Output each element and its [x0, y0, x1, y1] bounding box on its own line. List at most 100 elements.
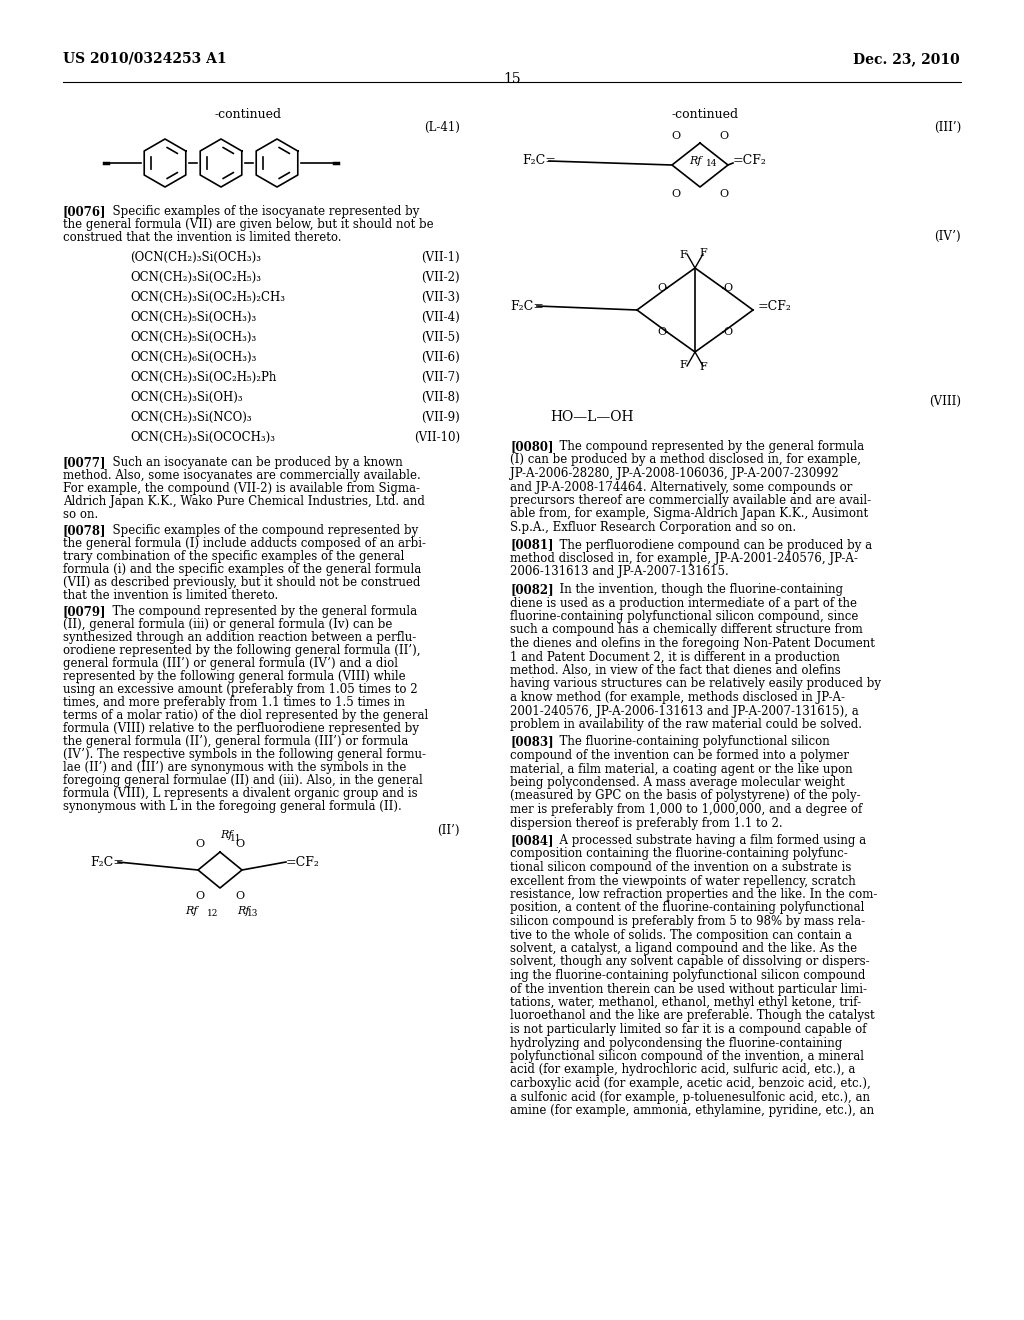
Text: F₂C=: F₂C=: [510, 300, 544, 313]
Text: F₂C=: F₂C=: [522, 154, 556, 168]
Text: acid (for example, hydrochloric acid, sulfuric acid, etc.), a: acid (for example, hydrochloric acid, su…: [510, 1064, 855, 1077]
Text: [0081]: [0081]: [510, 539, 554, 552]
Text: [0082]: [0082]: [510, 583, 554, 597]
Text: synthesized through an addition reaction between a perflu-: synthesized through an addition reaction…: [63, 631, 416, 644]
Text: (VII-9): (VII-9): [421, 411, 460, 424]
Text: (OCN(CH₂)₃Si(OCH₃)₃: (OCN(CH₂)₃Si(OCH₃)₃: [130, 251, 261, 264]
Text: OCN(CH₂)₃Si(OC₂H₅)₂Ph: OCN(CH₂)₃Si(OC₂H₅)₂Ph: [130, 371, 276, 384]
Text: O: O: [672, 189, 681, 199]
Text: orodiene represented by the following general formula (II’),: orodiene represented by the following ge…: [63, 644, 421, 657]
Text: precursors thereof are commercially available and are avail-: precursors thereof are commercially avai…: [510, 494, 871, 507]
Text: general formula (III’) or general formula (IV’) and a diol: general formula (III’) or general formul…: [63, 657, 398, 671]
Text: excellent from the viewpoints of water repellency, scratch: excellent from the viewpoints of water r…: [510, 874, 856, 887]
Text: resistance, low refraction properties and the like. In the com-: resistance, low refraction properties an…: [510, 888, 878, 902]
Text: O: O: [657, 327, 667, 337]
Text: method disclosed in, for example, JP-A-2001-240576, JP-A-: method disclosed in, for example, JP-A-2…: [510, 552, 858, 565]
Text: In the invention, though the fluorine-containing: In the invention, though the fluorine-co…: [552, 583, 843, 597]
Text: 11: 11: [230, 834, 242, 843]
Text: (II), general formula (iii) or general formula (Iv) can be: (II), general formula (iii) or general f…: [63, 618, 392, 631]
Text: Rf: Rf: [185, 906, 198, 916]
Text: (VII-6): (VII-6): [421, 351, 460, 364]
Text: (VIII): (VIII): [929, 395, 961, 408]
Text: (III’): (III’): [934, 121, 961, 135]
Text: The fluorine-containing polyfunctional silicon: The fluorine-containing polyfunctional s…: [552, 735, 829, 748]
Text: OCN(CH₂)₃Si(OH)₃: OCN(CH₂)₃Si(OH)₃: [130, 391, 243, 404]
Text: For example, the compound (VII-2) is available from Sigma-: For example, the compound (VII-2) is ava…: [63, 482, 420, 495]
Text: silicon compound is preferably from 5 to 98% by mass rela-: silicon compound is preferably from 5 to…: [510, 915, 865, 928]
Text: -continued: -continued: [214, 108, 282, 121]
Text: (L-41): (L-41): [424, 121, 460, 135]
Text: position, a content of the fluorine-containing polyfunctional: position, a content of the fluorine-cont…: [510, 902, 864, 915]
Text: O: O: [657, 282, 667, 293]
Text: tive to the whole of solids. The composition can contain a: tive to the whole of solids. The composi…: [510, 928, 852, 941]
Text: hydrolyzing and polycondensing the fluorine-containing: hydrolyzing and polycondensing the fluor…: [510, 1036, 843, 1049]
Text: the general formula (II’), general formula (III’) or formula: the general formula (II’), general formu…: [63, 735, 409, 748]
Text: tional silicon compound of the invention on a substrate is: tional silicon compound of the invention…: [510, 861, 851, 874]
Text: (IV’). The respective symbols in the following general formu-: (IV’). The respective symbols in the fol…: [63, 748, 426, 762]
Text: US 2010/0324253 A1: US 2010/0324253 A1: [63, 51, 226, 66]
Text: such a compound has a chemically different structure from: such a compound has a chemically differe…: [510, 623, 863, 636]
Text: F: F: [679, 360, 687, 370]
Text: a sulfonic acid (for example, p-toluenesulfonic acid, etc.), an: a sulfonic acid (for example, p-toluenes…: [510, 1090, 870, 1104]
Text: [0079]: [0079]: [63, 605, 106, 618]
Text: terms of a molar ratio) of the diol represented by the general: terms of a molar ratio) of the diol repr…: [63, 709, 428, 722]
Text: 15: 15: [503, 73, 521, 86]
Text: Dec. 23, 2010: Dec. 23, 2010: [853, 51, 961, 66]
Text: (VII-8): (VII-8): [421, 391, 460, 404]
Text: the dienes and olefins in the foregoing Non-Patent Document: the dienes and olefins in the foregoing …: [510, 638, 874, 649]
Text: foregoing general formulae (II) and (iii). Also, in the general: foregoing general formulae (II) and (iii…: [63, 774, 423, 787]
Text: construed that the invention is limited thereto.: construed that the invention is limited …: [63, 231, 341, 244]
Text: The compound represented by the general formula: The compound represented by the general …: [105, 605, 417, 618]
Text: amine (for example, ammonia, ethylamine, pyridine, etc.), an: amine (for example, ammonia, ethylamine,…: [510, 1104, 874, 1117]
Text: times, and more preferably from 1.1 times to 1.5 times in: times, and more preferably from 1.1 time…: [63, 696, 406, 709]
Text: 13: 13: [247, 909, 258, 917]
Text: Aldrich Japan K.K., Wako Pure Chemical Industries, Ltd. and: Aldrich Japan K.K., Wako Pure Chemical I…: [63, 495, 425, 508]
Text: HO—L—OH: HO—L—OH: [550, 411, 634, 424]
Text: [0078]: [0078]: [63, 524, 106, 537]
Text: material, a film material, a coating agent or the like upon: material, a film material, a coating age…: [510, 763, 853, 776]
Text: 12: 12: [207, 909, 218, 917]
Text: formula (VIII), L represents a divalent organic group and is: formula (VIII), L represents a divalent …: [63, 787, 418, 800]
Text: [0076]: [0076]: [63, 205, 106, 218]
Text: tations, water, methanol, ethanol, methyl ethyl ketone, trif-: tations, water, methanol, ethanol, methy…: [510, 997, 861, 1008]
Text: carboxylic acid (for example, acetic acid, benzoic acid, etc.),: carboxylic acid (for example, acetic aci…: [510, 1077, 870, 1090]
Text: trary combination of the specific examples of the general: trary combination of the specific exampl…: [63, 550, 404, 564]
Text: O: O: [723, 327, 732, 337]
Text: O: O: [236, 891, 245, 902]
Text: 2001-240576, JP-A-2006-131613 and JP-A-2007-131615), a: 2001-240576, JP-A-2006-131613 and JP-A-2…: [510, 705, 859, 718]
Text: composition containing the fluorine-containing polyfunc-: composition containing the fluorine-cont…: [510, 847, 848, 861]
Text: method. Also, some isocyanates are commercially available.: method. Also, some isocyanates are comme…: [63, 469, 421, 482]
Text: OCN(CH₂)₆Si(OCH₃)₃: OCN(CH₂)₆Si(OCH₃)₃: [130, 351, 256, 364]
Text: Rf: Rf: [689, 156, 701, 166]
Text: method. Also, in view of the fact that dienes and olefins: method. Also, in view of the fact that d…: [510, 664, 841, 677]
Text: fluorine-containing polyfunctional silicon compound, since: fluorine-containing polyfunctional silic…: [510, 610, 858, 623]
Text: OCN(CH₂)₅Si(OCH₃)₃: OCN(CH₂)₅Si(OCH₃)₃: [130, 312, 256, 323]
Text: 14: 14: [706, 160, 718, 169]
Text: solvent, a catalyst, a ligand compound and the like. As the: solvent, a catalyst, a ligand compound a…: [510, 942, 857, 954]
Text: [0080]: [0080]: [510, 440, 554, 453]
Text: O: O: [720, 131, 728, 141]
Text: Such an isocyanate can be produced by a known: Such an isocyanate can be produced by a …: [105, 455, 402, 469]
Text: mer is preferably from 1,000 to 1,000,000, and a degree of: mer is preferably from 1,000 to 1,000,00…: [510, 803, 862, 816]
Text: O: O: [236, 840, 245, 849]
Text: Rf: Rf: [237, 906, 250, 916]
Text: diene is used as a production intermediate of a part of the: diene is used as a production intermedia…: [510, 597, 857, 610]
Text: so on.: so on.: [63, 508, 98, 521]
Text: dispersion thereof is preferably from 1.1 to 2.: dispersion thereof is preferably from 1.…: [510, 817, 782, 829]
Text: (II’): (II’): [437, 824, 460, 837]
Text: lae (II’) and (III’) are synonymous with the symbols in the: lae (II’) and (III’) are synonymous with…: [63, 762, 407, 774]
Text: Specific examples of the compound represented by: Specific examples of the compound repres…: [105, 524, 418, 537]
Text: The compound represented by the general formula: The compound represented by the general …: [552, 440, 864, 453]
Text: F: F: [699, 248, 707, 257]
Text: (VII-1): (VII-1): [421, 251, 460, 264]
Text: (VII-2): (VII-2): [421, 271, 460, 284]
Text: O: O: [196, 891, 205, 902]
Text: able from, for example, Sigma-Aldrich Japan K.K., Ausimont: able from, for example, Sigma-Aldrich Ja…: [510, 507, 868, 520]
Text: (VII) as described previously, but it should not be construed: (VII) as described previously, but it sh…: [63, 576, 421, 589]
Text: (measured by GPC on the basis of polystyrene) of the poly-: (measured by GPC on the basis of polysty…: [510, 789, 860, 803]
Text: is not particularly limited so far it is a compound capable of: is not particularly limited so far it is…: [510, 1023, 866, 1036]
Text: and JP-A-2008-174464. Alternatively, some compounds or: and JP-A-2008-174464. Alternatively, som…: [510, 480, 852, 494]
Text: OCN(CH₂)₃Si(OC₂H₅)₂CH₃: OCN(CH₂)₃Si(OC₂H₅)₂CH₃: [130, 290, 285, 304]
Text: the general formula (I) include adducts composed of an arbi-: the general formula (I) include adducts …: [63, 537, 426, 550]
Text: OCN(CH₂)₅Si(OCH₃)₃: OCN(CH₂)₅Si(OCH₃)₃: [130, 331, 256, 345]
